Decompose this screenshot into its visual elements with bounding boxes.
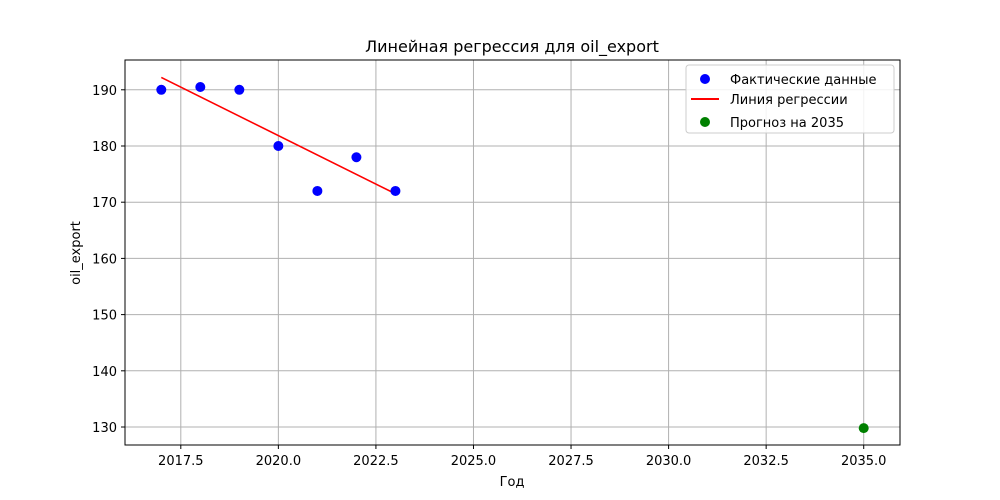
- legend-marker-actual: [700, 74, 710, 84]
- x-tick-label: 2032.5: [743, 454, 789, 469]
- x-tick-label: 2020.0: [256, 454, 302, 469]
- grid: [125, 60, 900, 445]
- chart-title: Линейная регрессия для oil_export: [365, 37, 659, 57]
- regression-line: [160, 76, 396, 195]
- x-tick-label: 2027.5: [548, 454, 594, 469]
- series-layer: [156, 76, 869, 434]
- x-axis-ticks: 2017.5 2020.0 2022.5 2025.0 2027.5 2030.0 2032…: [158, 445, 886, 469]
- actual-data-point: [312, 185, 323, 196]
- y-tick-label: 180: [92, 140, 117, 155]
- legend-label-actual: Фактические данные: [730, 73, 877, 88]
- x-tick-label: 2030.0: [646, 454, 692, 469]
- x-tick-label: 2025.0: [451, 454, 497, 469]
- forecast-point: [858, 423, 869, 434]
- actual-data-point: [156, 84, 167, 95]
- y-tick-label: 170: [92, 196, 117, 211]
- actual-data-point: [351, 152, 362, 163]
- legend-box: [685, 64, 895, 134]
- y-tick-label: 190: [92, 84, 117, 99]
- plot-area: [124, 59, 901, 446]
- y-tick-label: 140: [92, 365, 117, 380]
- legend-label-forecast: Прогноз на 2035: [730, 116, 844, 131]
- legend: Фактические данные Линия регрессии Прогн…: [685, 64, 895, 134]
- legend-label-regression: Линия регрессии: [730, 93, 848, 108]
- y-tick-label: 160: [92, 252, 117, 267]
- x-axis-label: Год: [500, 475, 525, 490]
- y-axis-label: oil_export: [69, 221, 84, 285]
- y-tick-label: 130: [92, 421, 117, 436]
- y-axis-ticks: 130 140 150 160 170 180 190: [92, 84, 125, 436]
- actual-data-point: [195, 81, 206, 92]
- y-tick-label: 150: [92, 309, 117, 324]
- actual-data-point: [390, 185, 401, 196]
- x-tick-label: 2017.5: [158, 454, 204, 469]
- x-tick-label: 2035.0: [841, 454, 887, 469]
- x-tick-label: 2022.5: [353, 454, 399, 469]
- legend-marker-forecast: [700, 117, 710, 127]
- actual-data-point: [273, 140, 284, 151]
- actual-data-point: [234, 84, 245, 95]
